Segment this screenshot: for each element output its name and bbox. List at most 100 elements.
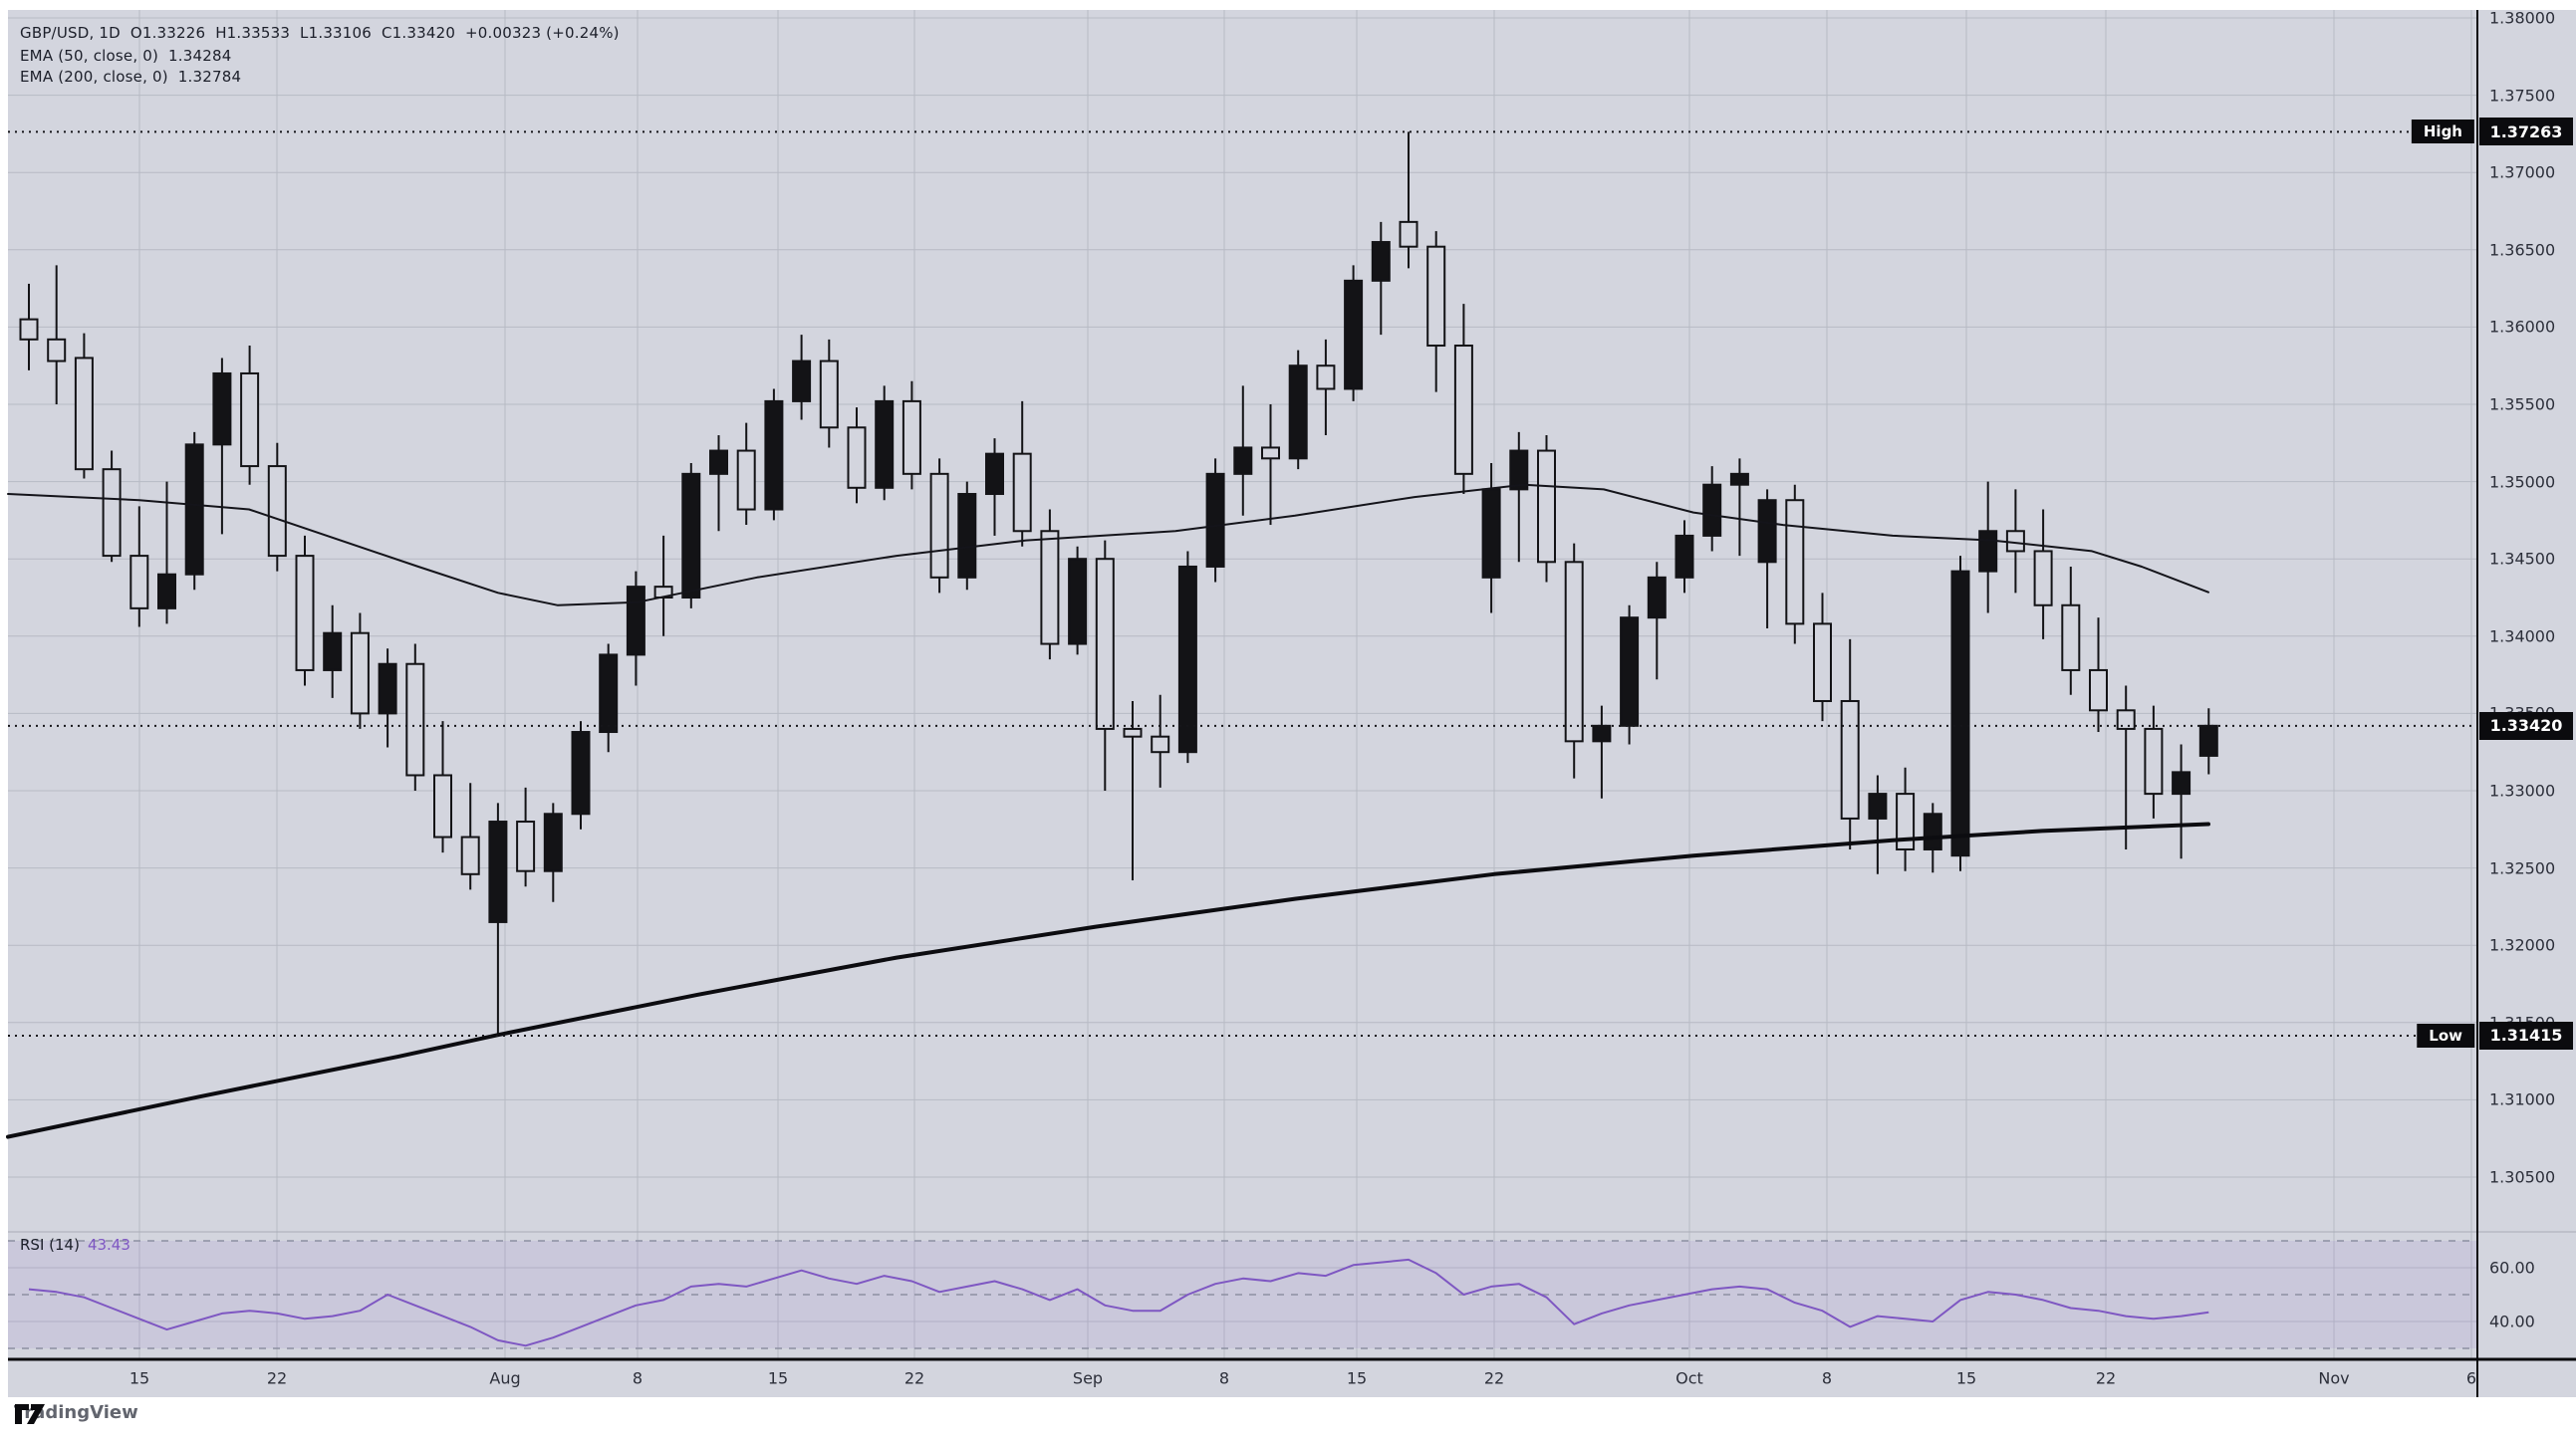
candle-body [1592,724,1612,743]
candle-body [2144,727,2164,796]
candle-body [1426,245,1446,348]
ema50-legend[interactable]: EMA (50, close, 0) 1.34284 [20,47,232,65]
candle-body [1840,699,1860,820]
candle-body [626,586,645,656]
candle-body [1151,735,1170,754]
candle-body [74,357,94,471]
tradingview-logo-icon [15,1404,45,1424]
candle-body [1399,220,1418,248]
price-axis-label: 1.35000 [2489,472,2556,492]
candle-body [1950,570,1970,857]
candle-body [1647,576,1667,619]
time-axis-label: 8 [1218,1368,1230,1388]
time-axis-label: Aug [489,1368,521,1388]
candle-body [157,573,176,609]
candle-body [405,662,425,777]
rsi-axis-label: 40.00 [2489,1312,2535,1331]
tradingview-logo[interactable]: TradingView [14,1402,138,1424]
candle-body [1537,449,1556,564]
candle-body [323,631,343,671]
candle-body [819,360,839,429]
candle-body [1233,446,1253,475]
time-axis-label: 22 [903,1368,925,1388]
candle-body [1316,364,1336,390]
candle-body [1481,488,1501,579]
candle-body [985,452,1004,496]
candle-body [929,472,949,579]
price-axis-label: 1.38000 [2489,8,2556,28]
last-price-badge: 1.33420 [2479,711,2573,740]
candle-body [1040,530,1060,645]
candle-body [1620,616,1640,727]
candle-body [1344,279,1364,390]
time-axis-label: Sep [1072,1368,1104,1388]
candle-body [599,653,619,734]
price-axis-label: 1.34000 [2489,626,2556,646]
candle-body [792,360,812,402]
tradingview-logo-text: TradingView [14,1402,138,1423]
price-axis-label: 1.31000 [2489,1089,2556,1109]
candle-body [47,338,67,362]
ema200-legend[interactable]: EMA (200, close, 0) 1.32784 [20,68,242,86]
candle-body [460,836,480,875]
candle-body [875,399,895,489]
candle-body [516,821,536,872]
candle-body [102,468,122,558]
candle-body [1177,565,1197,754]
ema50-line [7,483,2209,606]
time-axis-label: 15 [1955,1368,1977,1388]
rsi-line [28,1258,2209,1347]
rsi-axis-label: 60.00 [2489,1258,2535,1278]
time-axis-label: 22 [266,1368,288,1388]
rsi-band [8,1241,2477,1348]
candle-body [1453,345,1473,475]
time-axis-label: Nov [2318,1368,2350,1388]
candle-body [571,731,591,816]
time-axis-label: 15 [767,1368,789,1388]
symbol-legend[interactable]: GBP/USD, 1D O1.33226 H1.33533 L1.33106 C… [20,24,620,42]
time-axis-label: 8 [632,1368,644,1388]
candle-body [1123,727,1143,738]
candle-body [267,465,287,558]
candle-body [1674,534,1694,579]
candle-body [2089,668,2108,712]
candle-body [1813,622,1832,702]
candle-body [1896,793,1916,850]
time-axis-label: 15 [1346,1368,1368,1388]
time-axis-label: 22 [1483,1368,1505,1388]
price-axis-label: 1.33000 [2489,781,2556,801]
candle-body [1923,813,1942,850]
candle-body [2033,550,2053,606]
price-axis-label: 1.37500 [2489,86,2556,106]
price-axis-label: 1.36500 [2489,240,2556,260]
chart-background [8,10,2576,1397]
candle-body [2198,724,2218,757]
candle-body [2172,771,2191,796]
candle-body [847,426,867,489]
price-axis-label: 1.32500 [2489,858,2556,878]
candle-body [1012,452,1032,533]
candle-body [1978,530,1998,573]
candle-body [543,813,563,872]
time-axis-label: Oct [1675,1368,1703,1388]
candle-body [1564,561,1584,743]
candle-body [129,555,149,609]
candle-body [1509,449,1529,491]
price-axis-label: 1.36000 [2489,317,2556,337]
time-axis-label: 15 [129,1368,150,1388]
candle-body [681,472,701,599]
candle-body [1702,483,1722,537]
candle-body [2005,530,2025,553]
rsi-legend[interactable]: RSI (14) 43.43 [20,1236,130,1254]
candle-body [2061,603,2081,671]
candle-body [1785,499,1805,625]
high-price-badge: 1.37263 [2479,118,2573,146]
candle-body [736,449,756,511]
candle-body [902,399,921,475]
rsi-legend-value: 43.43 [87,1236,130,1254]
candle-body [184,443,204,576]
time-axis-label: 8 [1821,1368,1833,1388]
candle-body [240,371,260,468]
